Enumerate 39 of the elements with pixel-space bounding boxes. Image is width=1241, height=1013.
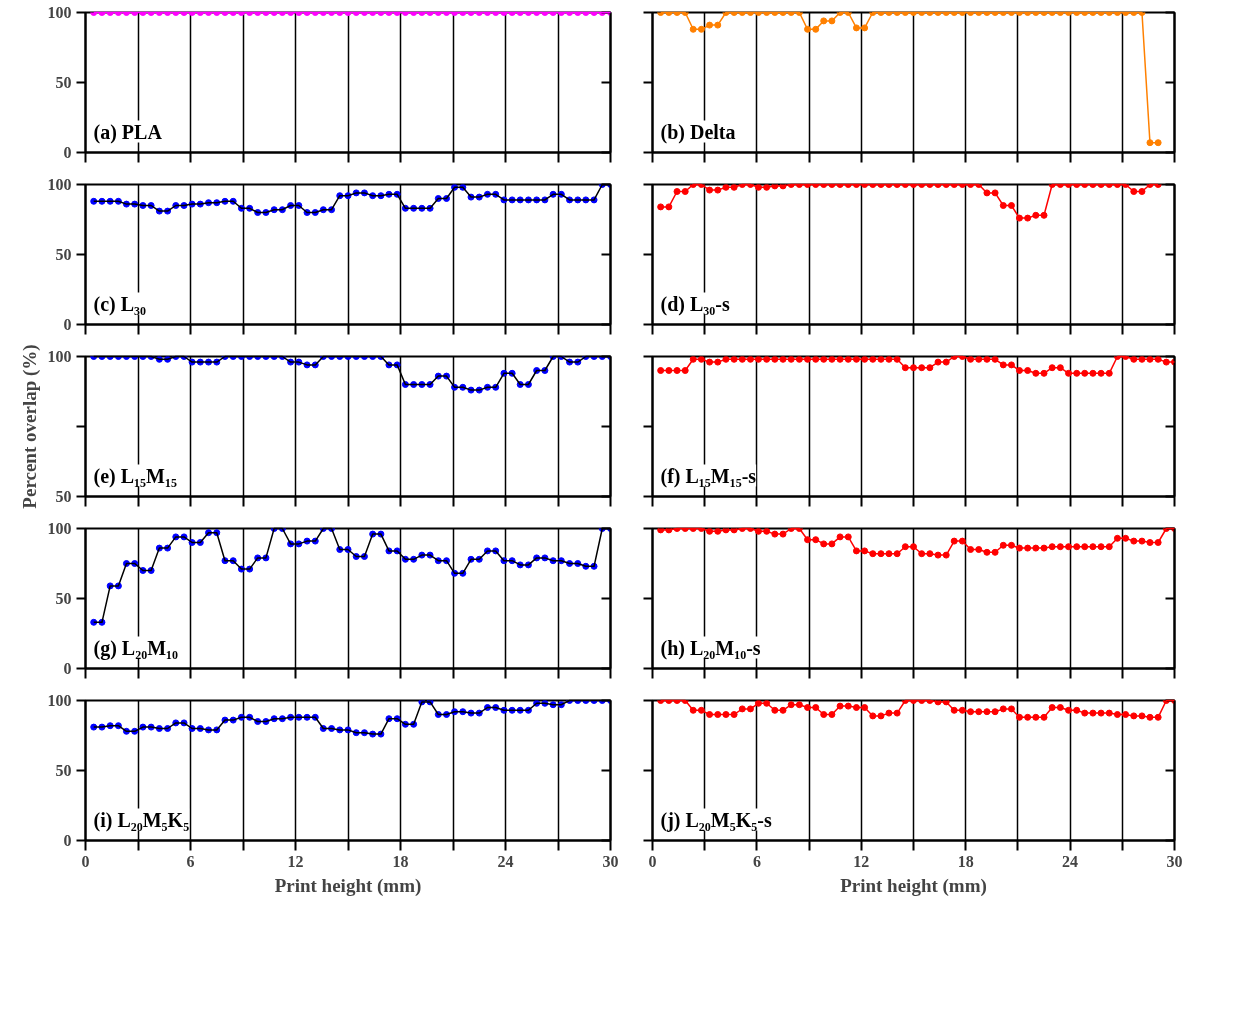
x-tick-label: 18 [392, 852, 409, 870]
y-tick-label: 50 [55, 590, 72, 607]
x-tick-label: 18 [957, 852, 974, 870]
x-tick-label: 6 [186, 852, 195, 870]
text: (d) L₃₀-s [660, 292, 730, 316]
y-tick-label: 0 [63, 144, 72, 161]
x-tick-label: 12 [853, 852, 870, 870]
text: (h) L₂₀M₁₀-s [660, 636, 761, 660]
text: (e) L₁₅M₁₅ [93, 464, 177, 488]
y-tick-label: 50 [55, 488, 72, 505]
text: (b) Delta [660, 120, 736, 144]
y-tick-label: 50 [55, 246, 72, 263]
text: (f) L₁₅M₁₅-s [660, 464, 757, 488]
text: (g) L₂₀M₁₀ [93, 636, 179, 660]
x-tick-label: 0 [81, 852, 90, 870]
y-tick-label: 100 [47, 176, 72, 193]
x-tick-label: 30 [1166, 852, 1183, 870]
y-tick-label: 0 [63, 832, 72, 849]
text: (a) PLA [93, 120, 163, 144]
x-axis-title: Print height (mm) [274, 874, 422, 897]
x-tick-label: 0 [648, 852, 657, 870]
text: (i) L₂₀M₅K₅ [93, 808, 190, 832]
y-tick-label: 100 [47, 4, 72, 21]
x-tick-label: 12 [287, 852, 304, 870]
y-tick-label: 0 [63, 316, 72, 333]
text: (j) L₂₀M₅K₅-s [660, 808, 772, 832]
y-tick-label: 100 [47, 520, 72, 537]
y-tick-label: 0 [63, 660, 72, 677]
text: (c) L₃₀ [93, 292, 147, 316]
x-tick-label: 30 [602, 852, 619, 870]
x-tick-label: 6 [752, 852, 761, 870]
y-tick-label: 100 [47, 348, 72, 365]
y-tick-label: 50 [55, 74, 72, 91]
y-tick-label: 50 [55, 762, 72, 779]
x-axis-title: Print height (mm) [840, 874, 987, 897]
x-tick-label: 24 [497, 852, 514, 870]
y-tick-label: 100 [47, 692, 72, 709]
y-axis-title: Percent overlap (%) [18, 344, 41, 509]
x-tick-label: 24 [1062, 852, 1079, 870]
